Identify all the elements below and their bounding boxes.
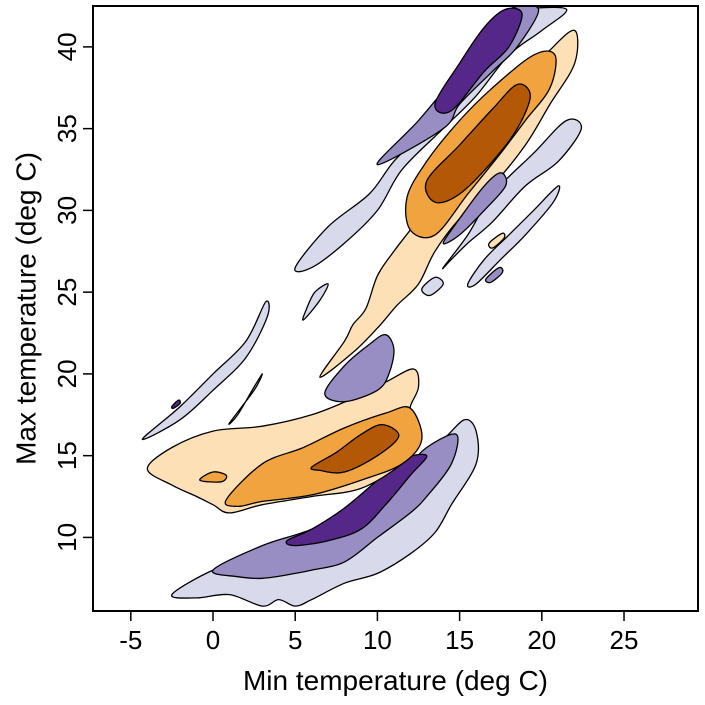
- contour-region-pos1-23: [488, 232, 506, 249]
- x-tick-label: 25: [610, 625, 639, 655]
- contour-region-neg1-13: [294, 6, 568, 273]
- x-tick-label: 10: [363, 625, 392, 655]
- y-tick-label: 25: [52, 278, 82, 307]
- y-tick-label: 35: [52, 114, 82, 143]
- y-tick-label: 10: [52, 523, 82, 552]
- y-tick-label: 30: [52, 196, 82, 225]
- contour-region-neg2-8: [324, 333, 395, 403]
- contour-region-neg3-15: [434, 7, 523, 114]
- contour-region-neg3-10: [170, 399, 182, 410]
- x-tick-label: 15: [445, 625, 474, 655]
- contour-region-pos3-18: [424, 83, 531, 204]
- x-tick-label: 0: [206, 625, 220, 655]
- contour-region-neg1-11: [228, 373, 263, 425]
- y-axis: 10 15 20 25 30 35 40: [52, 32, 93, 552]
- y-tick-label: 40: [52, 32, 82, 61]
- contour-region-neg2-24: [484, 266, 504, 284]
- y-tick-label: 20: [52, 359, 82, 388]
- x-tick-label: 5: [288, 625, 302, 655]
- x-tick-label: -5: [119, 625, 142, 655]
- contour-region-pos2-5: [199, 471, 228, 483]
- plot-frame: [92, 5, 699, 612]
- contour-regions: [141, 6, 583, 607]
- contour-region-neg2-20: [442, 172, 508, 245]
- contour-region-neg1-21: [466, 185, 561, 288]
- contour-region-neg3-2: [285, 453, 428, 547]
- y-tick-label: 15: [52, 441, 82, 470]
- contour-region-neg1-22: [421, 276, 444, 297]
- y-axis-label: Max temperature (deg C): [11, 152, 42, 465]
- contour-region-neg1-12: [302, 283, 329, 321]
- x-tick-label: 20: [527, 625, 556, 655]
- x-axis: -5 0 5 10 15 20 25: [119, 611, 638, 655]
- x-axis-label: Min temperature (deg C): [243, 665, 548, 696]
- contour-region-neg1-9: [141, 300, 270, 441]
- contour-region-pos3-6: [310, 423, 400, 474]
